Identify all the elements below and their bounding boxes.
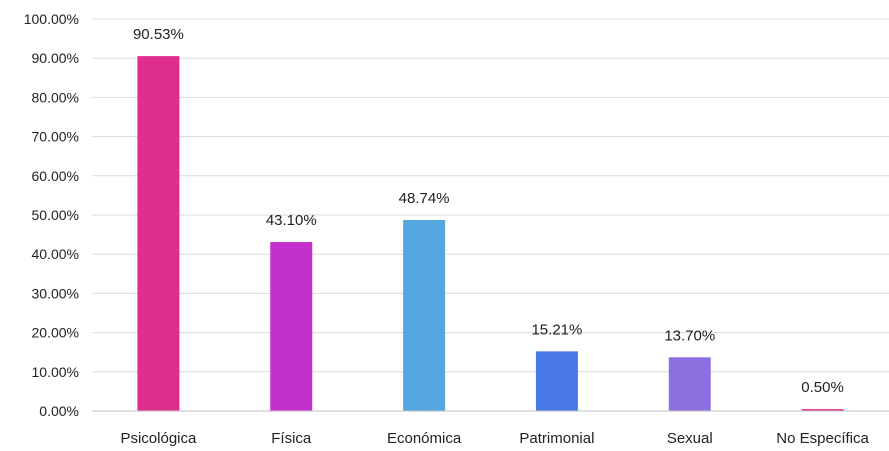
bars [137, 56, 844, 411]
bar [801, 409, 844, 411]
y-tick-label: 40.00% [32, 246, 79, 262]
y-tick-label: 60.00% [32, 168, 79, 184]
bar [270, 242, 313, 411]
y-tick-label: 0.00% [39, 403, 79, 419]
y-tick-label: 20.00% [32, 325, 79, 341]
x-tick-label: Patrimonial [519, 430, 594, 447]
bar [137, 56, 180, 411]
bar [668, 357, 711, 411]
x-tick-label: Económica [387, 430, 462, 447]
y-tick-label: 70.00% [32, 129, 79, 145]
bar [403, 219, 446, 411]
x-tick-label: No Específica [776, 430, 869, 447]
data-label: 90.53% [133, 26, 184, 43]
y-tick-label: 10.00% [32, 364, 79, 380]
x-tick-label: Sexual [667, 430, 713, 447]
data-label: 15.21% [531, 321, 582, 338]
bar [535, 351, 578, 411]
data-label: 43.10% [266, 212, 317, 229]
data-label: 0.50% [801, 379, 844, 396]
x-tick-label: Psicológica [120, 430, 197, 447]
x-tick-label: Física [271, 430, 312, 447]
y-tick-label: 30.00% [32, 285, 79, 301]
y-tick-label: 90.00% [32, 50, 79, 66]
y-axis-ticks: 0.00% 10.00% 20.00% 30.00% 40.00% 50.00% 60.00… [24, 11, 79, 419]
data-label: 13.70% [664, 327, 715, 344]
y-tick-label: 100.00% [24, 11, 79, 27]
y-tick-label: 50.00% [32, 207, 79, 223]
x-axis-labels: Psicológica Física Económica Patrimonial Sex… [120, 430, 869, 447]
data-label: 48.74% [399, 190, 450, 207]
data-labels: 90.53% 43.10% 48.74% 15.21% 13.70% 0.50% [133, 26, 844, 396]
y-tick-label: 80.00% [32, 89, 79, 105]
gridlines [92, 18, 889, 373]
